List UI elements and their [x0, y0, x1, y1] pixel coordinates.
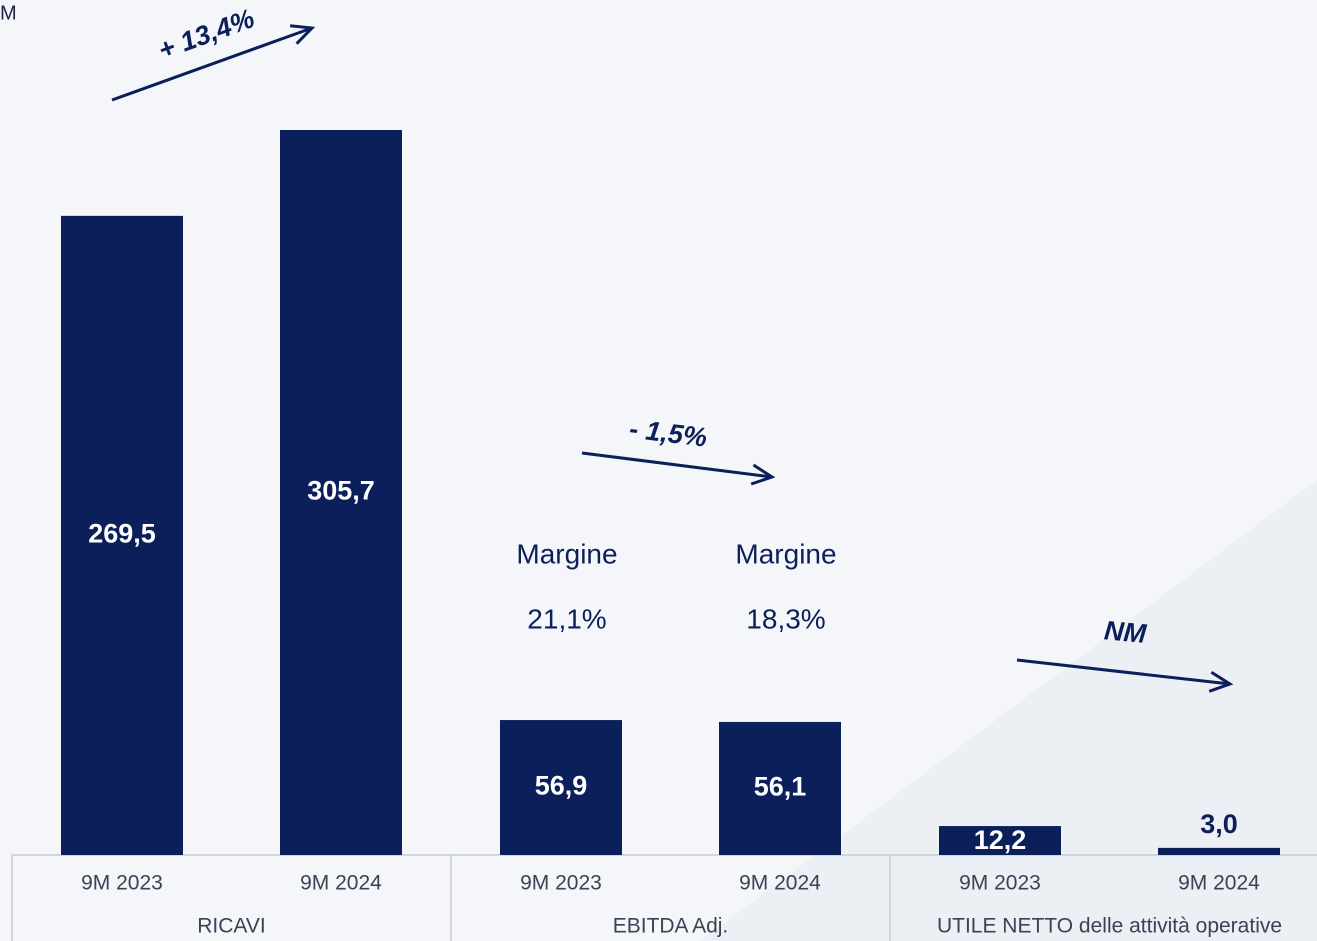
- x-tick-label: 9M 2023: [959, 872, 1041, 895]
- margin-title: Margine: [516, 538, 617, 569]
- bar: [61, 215, 183, 855]
- x-tick-label: 9M 2023: [520, 872, 602, 895]
- background-shade: [700, 480, 1317, 941]
- arrow-head: [289, 24, 316, 45]
- trend-arrow: [1016, 658, 1231, 686]
- bar: [1158, 847, 1280, 855]
- x-tick-label: 9M 2023: [81, 872, 163, 895]
- group-label: EBITDA Adj.: [613, 915, 729, 938]
- margin-value: 18,3%: [746, 603, 825, 634]
- margin-title: Margine: [735, 538, 836, 569]
- change-label: + 13,4%: [154, 3, 258, 65]
- change-label: - 1,5%: [628, 413, 709, 452]
- bar: [500, 720, 622, 855]
- value-label: 56,9: [535, 771, 588, 801]
- value-label: 305,7: [307, 476, 375, 506]
- arrow-head: [1208, 671, 1234, 693]
- bar: [939, 826, 1061, 855]
- x-tick-label: 9M 2024: [1178, 872, 1260, 895]
- value-label: 12,2: [974, 825, 1027, 855]
- bar: [719, 721, 841, 855]
- margin-value: 21,1%: [527, 603, 606, 634]
- trend-arrow: [581, 451, 773, 479]
- x-tick-label: 9M 2024: [300, 872, 382, 895]
- trend-arrow: [111, 26, 313, 102]
- group-label: RICAVI: [197, 915, 265, 938]
- bar: [280, 130, 402, 855]
- x-tick-label: 9M 2024: [739, 872, 821, 895]
- change-label: NM: [1103, 615, 1148, 649]
- group-label: UTILE NETTO delle attività operative: [937, 915, 1282, 938]
- value-label: 3,0: [1200, 809, 1238, 839]
- arrow-head: [750, 463, 776, 486]
- value-label: 269,5: [88, 519, 156, 549]
- value-label: 56,1: [754, 772, 807, 802]
- unit-label: M: [0, 2, 17, 24]
